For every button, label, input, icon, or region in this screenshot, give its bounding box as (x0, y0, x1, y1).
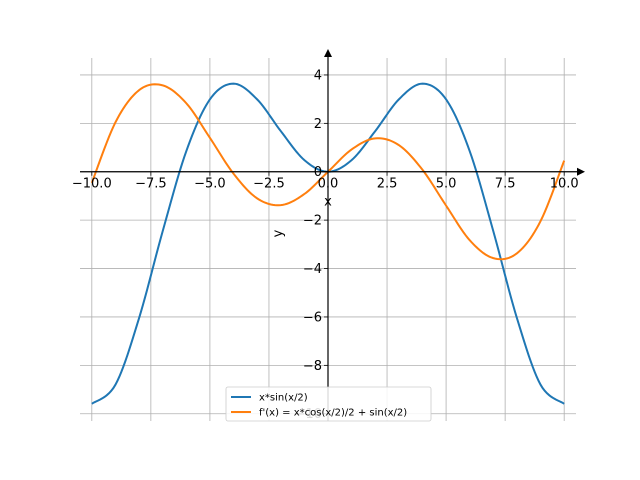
x-axis-label: x (324, 195, 332, 210)
x-tick-label: 0.0 (318, 177, 339, 192)
legend-entry-label: f'(x) = x*cos(x/2)/2 + sin(x/2) (259, 408, 407, 419)
x-tick-label: −5.0 (194, 177, 226, 192)
legend-box (225, 386, 432, 422)
y-tick-label: −4 (303, 262, 322, 277)
y-tick-label: 2 (314, 117, 322, 132)
x-tick-label: −7.5 (135, 177, 167, 192)
y-axis-arrow (324, 49, 332, 57)
x-tick-label: 2.5 (377, 177, 398, 192)
x-tick-label: −10.0 (72, 177, 112, 192)
axes (80, 49, 585, 421)
legend-entry-label: x*sin(x/2) (259, 393, 308, 404)
y-tick-label: 4 (314, 68, 322, 83)
y-tick-label: −6 (303, 310, 322, 325)
x-tick-label: 10.0 (550, 177, 579, 192)
y-tick-label: −2 (303, 214, 322, 229)
y-tick-label: −8 (303, 359, 322, 374)
x-axis-arrow (577, 167, 585, 176)
y-tick-label: 0 (314, 165, 322, 180)
tick-labels: −10.0−7.5−5.0−2.50.02.55.07.510.0−10−8−6… (72, 68, 579, 422)
x-tick-label: 7.5 (495, 177, 516, 192)
x-tick-label: −2.5 (253, 177, 285, 192)
x-tick-label: 5.0 (436, 177, 457, 192)
legend: x*sin(x/2) f'(x) = x*cos(x/2)/2 + sin(x/2… (225, 386, 432, 422)
y-axis-label: y (271, 229, 286, 237)
